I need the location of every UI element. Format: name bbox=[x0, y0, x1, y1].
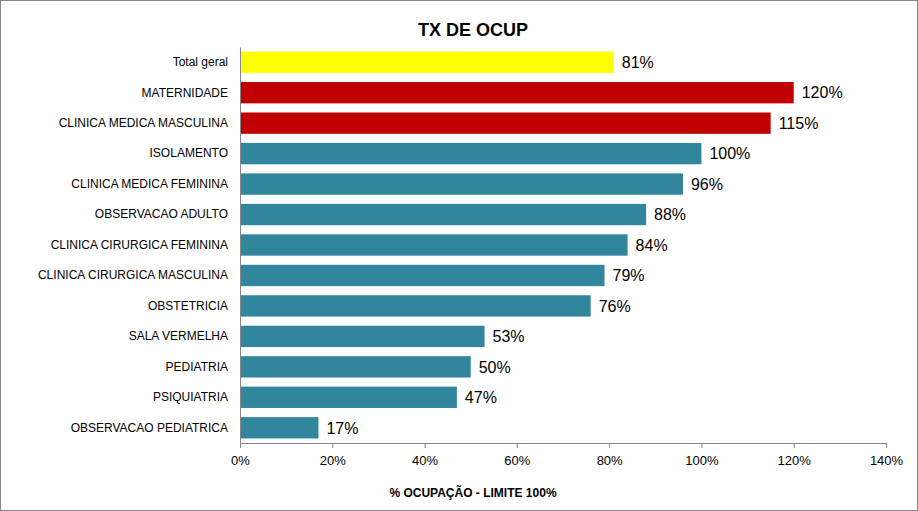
tick: 80% bbox=[597, 443, 623, 468]
tick-label: 80% bbox=[597, 453, 623, 468]
tick: PSIQUIATRIA bbox=[153, 390, 228, 404]
tick-label: 120% bbox=[778, 453, 812, 468]
bar bbox=[240, 356, 471, 377]
tick-label: CLINICA CIRURGICA MASCULINA bbox=[38, 268, 228, 282]
data-label: 53% bbox=[493, 328, 525, 345]
bar bbox=[240, 417, 318, 438]
tick: 100% bbox=[685, 443, 719, 468]
bar bbox=[240, 387, 457, 408]
tick-label: 60% bbox=[504, 453, 530, 468]
data-label: 17% bbox=[326, 420, 358, 437]
tick: 20% bbox=[320, 443, 346, 468]
tick: CLINICA MEDICA FEMININA bbox=[71, 177, 228, 191]
tick-label: Total geral bbox=[173, 55, 228, 69]
tick: OBSERVACAO ADULTO bbox=[95, 207, 228, 221]
data-label: 47% bbox=[465, 389, 497, 406]
tick: 0% bbox=[231, 443, 250, 468]
tick-label: 100% bbox=[685, 453, 719, 468]
data-label: 76% bbox=[599, 298, 631, 315]
y-axis: Total geral MATERNIDADE CLINICA MEDICA MAS… bbox=[38, 48, 241, 444]
bar bbox=[240, 204, 646, 225]
tick-label: 0% bbox=[231, 453, 250, 468]
data-label: 81% bbox=[622, 54, 654, 71]
tick: Total geral bbox=[173, 55, 228, 69]
data-labels: 81% 120% 115% 100% 96% 88% 84% 79% 76% 53% 50% 47% 1… bbox=[326, 54, 842, 437]
tick: 40% bbox=[412, 443, 438, 468]
data-label: 79% bbox=[613, 267, 645, 284]
bar bbox=[240, 295, 591, 316]
tick-mark bbox=[332, 443, 333, 448]
bar bbox=[240, 326, 485, 347]
tick-label: CLINICA MEDICA FEMININA bbox=[71, 177, 228, 191]
tick: OBSERVACAO PEDIATRICA bbox=[71, 421, 228, 435]
plot: 0% 20% 40% 60% 80% 100% 120% 140% Total geral MAT… bbox=[38, 48, 904, 469]
tick-label: 20% bbox=[320, 453, 346, 468]
tick-label: 140% bbox=[870, 453, 904, 468]
tick-mark bbox=[794, 443, 795, 448]
chart-frame bbox=[1, 1, 918, 511]
bar bbox=[240, 82, 794, 103]
bar bbox=[240, 234, 628, 255]
data-label: 100% bbox=[709, 145, 750, 162]
bar bbox=[240, 52, 614, 73]
bars bbox=[240, 52, 794, 439]
tick-mark bbox=[609, 443, 610, 448]
tick-mark bbox=[240, 443, 241, 448]
bar bbox=[240, 143, 701, 164]
data-label: 50% bbox=[479, 359, 511, 376]
tick: OBSTETRICIA bbox=[148, 299, 228, 313]
tick: PEDIATRIA bbox=[166, 360, 228, 374]
tick-label: PEDIATRIA bbox=[166, 360, 228, 374]
tick: MATERNIDADE bbox=[142, 86, 228, 100]
tick: 60% bbox=[504, 443, 530, 468]
tick: ISOLAMENTO bbox=[150, 146, 228, 160]
tick-label: PSIQUIATRIA bbox=[153, 390, 228, 404]
tick-label: OBSTETRICIA bbox=[148, 299, 228, 313]
tick-label: SALA VERMELHA bbox=[129, 329, 228, 343]
tick-mark bbox=[886, 443, 887, 448]
x-axis: 0% 20% 40% 60% 80% 100% 120% 140% bbox=[231, 443, 903, 468]
tick: CLINICA CIRURGICA MASCULINA bbox=[38, 268, 228, 282]
tick-label: CLINICA MEDICA MASCULINA bbox=[59, 116, 228, 130]
tick-mark bbox=[425, 443, 426, 448]
data-label: 120% bbox=[802, 84, 843, 101]
tick-label: CLINICA CIRURGICA FEMININA bbox=[51, 238, 228, 252]
axis-title: % OCUPAÇÃO - LIMITE 100% bbox=[389, 485, 556, 500]
tick: 120% bbox=[778, 443, 812, 468]
tick-label: OBSERVACAO ADULTO bbox=[95, 207, 228, 221]
bar bbox=[240, 173, 683, 194]
tick-mark bbox=[517, 443, 518, 448]
tick-label: ISOLAMENTO bbox=[150, 146, 228, 160]
axis-line bbox=[240, 48, 241, 444]
data-label: 88% bbox=[654, 206, 686, 223]
tick: CLINICA CIRURGICA FEMININA bbox=[51, 238, 228, 252]
data-label: 115% bbox=[779, 115, 819, 132]
tick: SALA VERMELHA bbox=[129, 329, 228, 343]
chart: 0% 20% 40% 60% 80% 100% 120% 140% Total geral MAT… bbox=[0, 0, 918, 511]
data-label: 84% bbox=[636, 237, 668, 254]
axis-line bbox=[241, 444, 887, 449]
tick-label: 40% bbox=[412, 453, 438, 468]
data-label: 96% bbox=[691, 176, 723, 193]
tick-mark bbox=[701, 443, 702, 448]
title: TX DE OCUP bbox=[418, 20, 528, 40]
tick-label: MATERNIDADE bbox=[142, 86, 228, 100]
tick-label: OBSERVACAO PEDIATRICA bbox=[71, 421, 228, 435]
tick: CLINICA MEDICA MASCULINA bbox=[59, 116, 228, 130]
tick: 140% bbox=[870, 443, 904, 468]
bar bbox=[240, 265, 605, 286]
bar bbox=[240, 112, 771, 133]
